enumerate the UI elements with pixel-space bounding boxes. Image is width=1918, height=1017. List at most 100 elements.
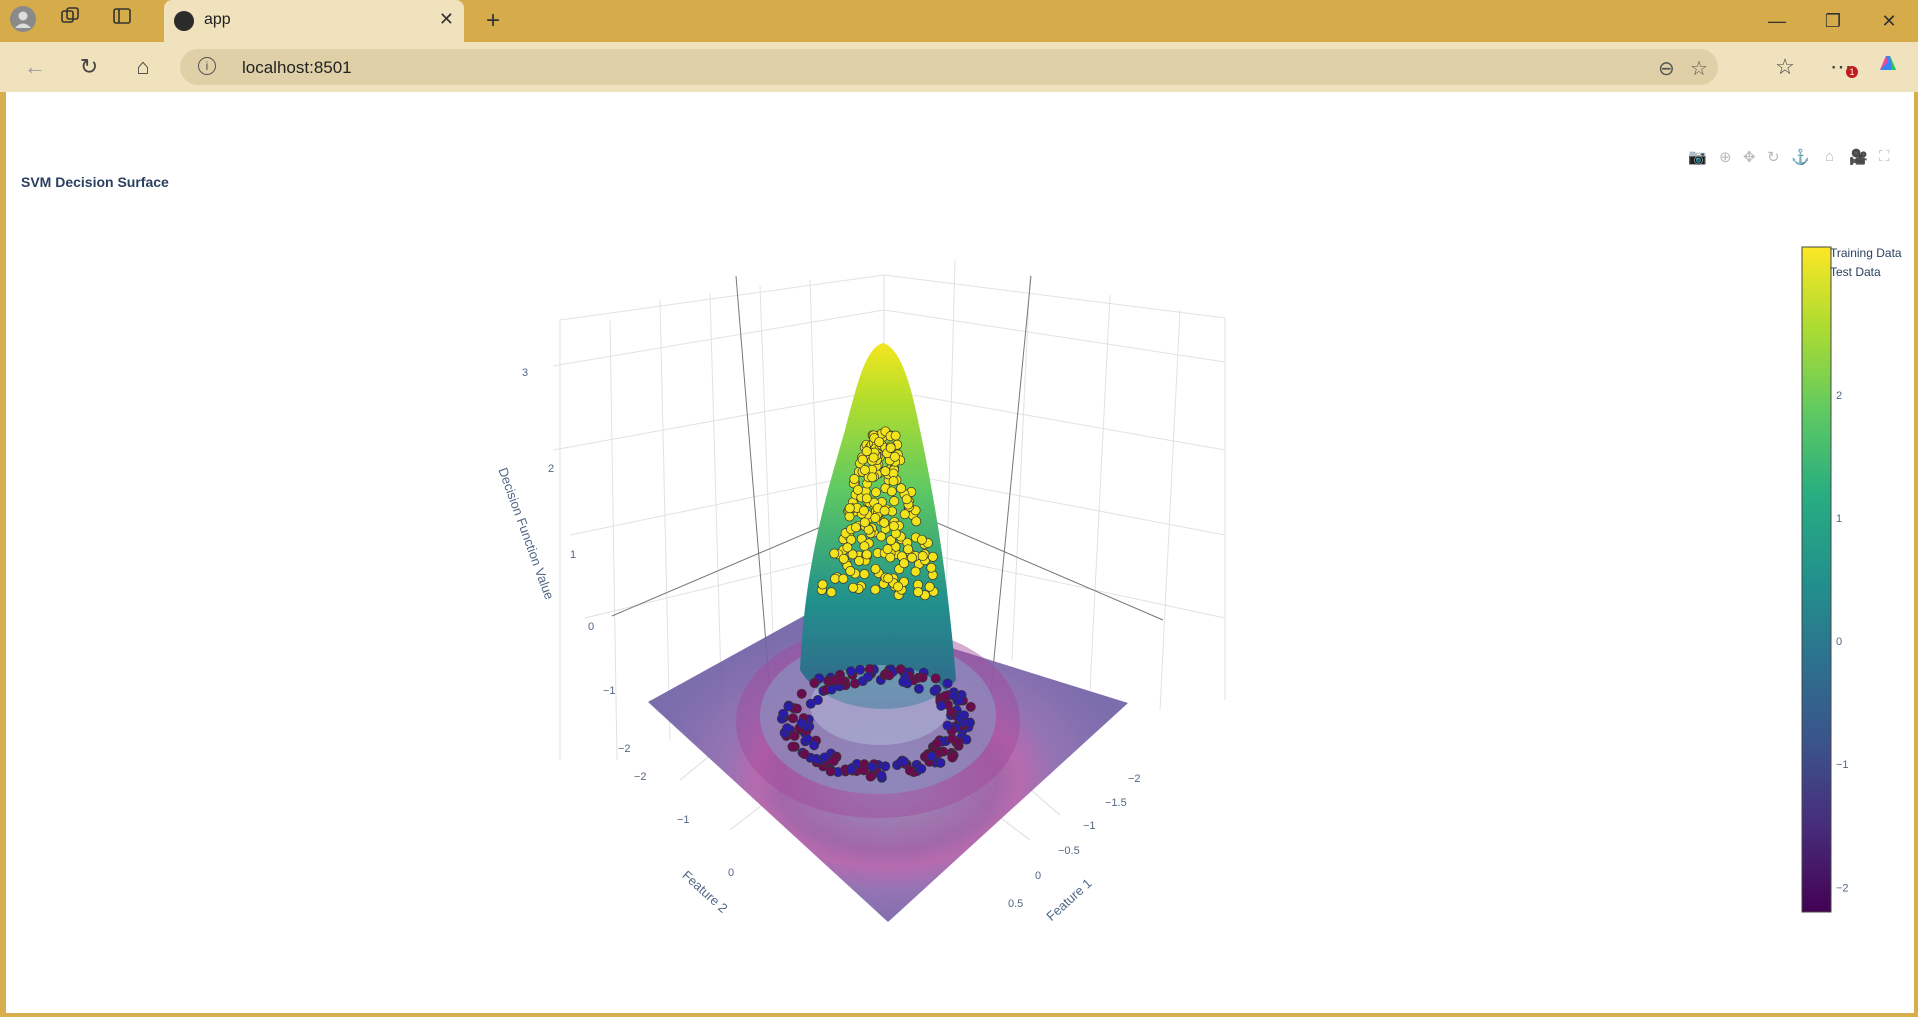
back-icon[interactable]: ← xyxy=(24,54,46,79)
camera-icon[interactable]: 📷 xyxy=(1688,149,1707,166)
data-point-negative[interactable] xyxy=(917,672,928,683)
legend-item-training-data[interactable]: Training Data xyxy=(1830,246,1902,260)
new-tab-button[interactable]: + xyxy=(485,7,500,34)
data-point-positive[interactable] xyxy=(859,465,870,475)
data-point-negative[interactable] xyxy=(942,720,953,731)
data-point-positive[interactable] xyxy=(879,505,890,516)
data-point-negative[interactable] xyxy=(782,723,793,734)
data-point-negative[interactable] xyxy=(796,688,807,699)
turntable-icon[interactable]: ⚓ xyxy=(1791,149,1810,166)
data-point-negative[interactable] xyxy=(935,757,946,768)
data-point-negative[interactable] xyxy=(846,764,856,775)
data-point-positive[interactable] xyxy=(913,587,924,597)
data-point-positive[interactable] xyxy=(861,446,872,457)
data-point-positive[interactable] xyxy=(859,541,870,552)
close-window-icon[interactable]: ✕ xyxy=(1881,10,1897,31)
data-point-negative[interactable] xyxy=(789,730,800,741)
data-point-negative[interactable] xyxy=(959,710,969,721)
data-point-positive[interactable] xyxy=(889,496,900,507)
data-point-positive[interactable] xyxy=(844,511,855,522)
pan-icon[interactable]: ✥ xyxy=(1743,149,1756,166)
data-point-positive[interactable] xyxy=(885,552,896,563)
tab-actions-icon[interactable] xyxy=(112,6,146,36)
zoom-icon[interactable]: ⊖ xyxy=(1658,58,1675,80)
minimize-icon[interactable]: — xyxy=(1768,10,1786,31)
data-point-positive[interactable] xyxy=(853,484,863,495)
data-point-negative[interactable] xyxy=(899,756,909,767)
data-point-positive[interactable] xyxy=(817,579,828,590)
data-point-positive[interactable] xyxy=(859,517,870,528)
data-point-positive[interactable] xyxy=(838,573,849,584)
data-point-negative[interactable] xyxy=(862,671,873,682)
data-point-positive[interactable] xyxy=(888,476,899,487)
data-point-positive[interactable] xyxy=(886,486,897,497)
data-point-negative[interactable] xyxy=(799,749,810,759)
profile-icon[interactable] xyxy=(10,6,44,36)
data-point-positive[interactable] xyxy=(899,509,910,520)
autoscale-icon[interactable]: ⛶ xyxy=(1879,148,1890,165)
data-point-negative[interactable] xyxy=(930,673,941,684)
zoom-icon[interactable]: ⊕ xyxy=(1719,149,1732,166)
data-point-negative[interactable] xyxy=(898,676,909,687)
data-point-negative[interactable] xyxy=(791,703,802,714)
data-point-positive[interactable] xyxy=(889,451,900,462)
data-point-negative[interactable] xyxy=(927,751,937,762)
browser-tab[interactable]: app ✕ xyxy=(164,0,464,42)
data-point-positive[interactable] xyxy=(888,521,899,532)
data-point-negative[interactable] xyxy=(867,761,878,772)
data-point-negative[interactable] xyxy=(802,734,813,745)
data-point-positive[interactable] xyxy=(868,452,879,463)
data-point-positive[interactable] xyxy=(870,584,881,595)
reset-home-icon[interactable]: ⌂ xyxy=(1825,148,1835,165)
data-points[interactable] xyxy=(776,426,976,783)
data-point-negative[interactable] xyxy=(865,771,876,782)
restore-icon[interactable]: ❐ xyxy=(1824,10,1842,31)
data-point-positive[interactable] xyxy=(896,483,907,494)
copilot-icon[interactable] xyxy=(1876,52,1906,82)
data-point-negative[interactable] xyxy=(929,685,940,696)
data-point-positive[interactable] xyxy=(917,551,928,562)
data-point-positive[interactable] xyxy=(901,494,912,505)
data-point-positive[interactable] xyxy=(870,513,881,523)
data-point-negative[interactable] xyxy=(845,666,856,677)
data-point-positive[interactable] xyxy=(883,573,894,584)
data-point-positive[interactable] xyxy=(861,549,872,560)
data-point-positive[interactable] xyxy=(927,551,938,562)
data-point-positive[interactable] xyxy=(867,472,878,483)
data-point-positive[interactable] xyxy=(911,516,922,527)
workspaces-icon[interactable] xyxy=(60,6,94,36)
data-point-positive[interactable] xyxy=(847,549,858,560)
legend-item-test-data[interactable]: Test Data xyxy=(1830,265,1881,279)
data-point-negative[interactable] xyxy=(965,701,976,712)
refresh-icon[interactable]: ↻ xyxy=(79,54,99,79)
data-point-negative[interactable] xyxy=(895,664,906,675)
data-point-positive[interactable] xyxy=(845,566,856,576)
data-point-positive[interactable] xyxy=(910,566,921,577)
data-point-positive[interactable] xyxy=(885,442,896,453)
data-point-negative[interactable] xyxy=(940,691,951,701)
favorite-star-icon[interactable]: ☆ xyxy=(1690,58,1708,80)
data-point-positive[interactable] xyxy=(870,563,881,574)
data-point-positive[interactable] xyxy=(871,487,881,498)
data-point-positive[interactable] xyxy=(926,562,937,573)
data-point-negative[interactable] xyxy=(936,700,947,711)
data-point-negative[interactable] xyxy=(916,763,927,774)
data-point-negative[interactable] xyxy=(942,678,953,689)
data-point-positive[interactable] xyxy=(903,544,914,555)
data-point-positive[interactable] xyxy=(826,587,837,598)
data-point-positive[interactable] xyxy=(842,542,853,553)
address-bar[interactable]: i localhost:8501 ⊖ ☆ xyxy=(180,49,1718,85)
data-point-positive[interactable] xyxy=(907,552,917,563)
data-point-positive[interactable] xyxy=(854,556,865,566)
data-point-negative[interactable] xyxy=(931,738,942,749)
close-tab-icon[interactable]: ✕ xyxy=(438,9,454,29)
data-point-positive[interactable] xyxy=(874,436,885,447)
data-point-negative[interactable] xyxy=(947,752,958,763)
data-point-negative[interactable] xyxy=(876,770,887,781)
data-point-negative[interactable] xyxy=(884,670,895,681)
data-point-negative[interactable] xyxy=(787,741,798,752)
data-point-negative[interactable] xyxy=(809,740,820,751)
data-point-negative[interactable] xyxy=(796,718,807,729)
data-point-negative[interactable] xyxy=(783,701,794,712)
data-point-positive[interactable] xyxy=(861,493,872,504)
